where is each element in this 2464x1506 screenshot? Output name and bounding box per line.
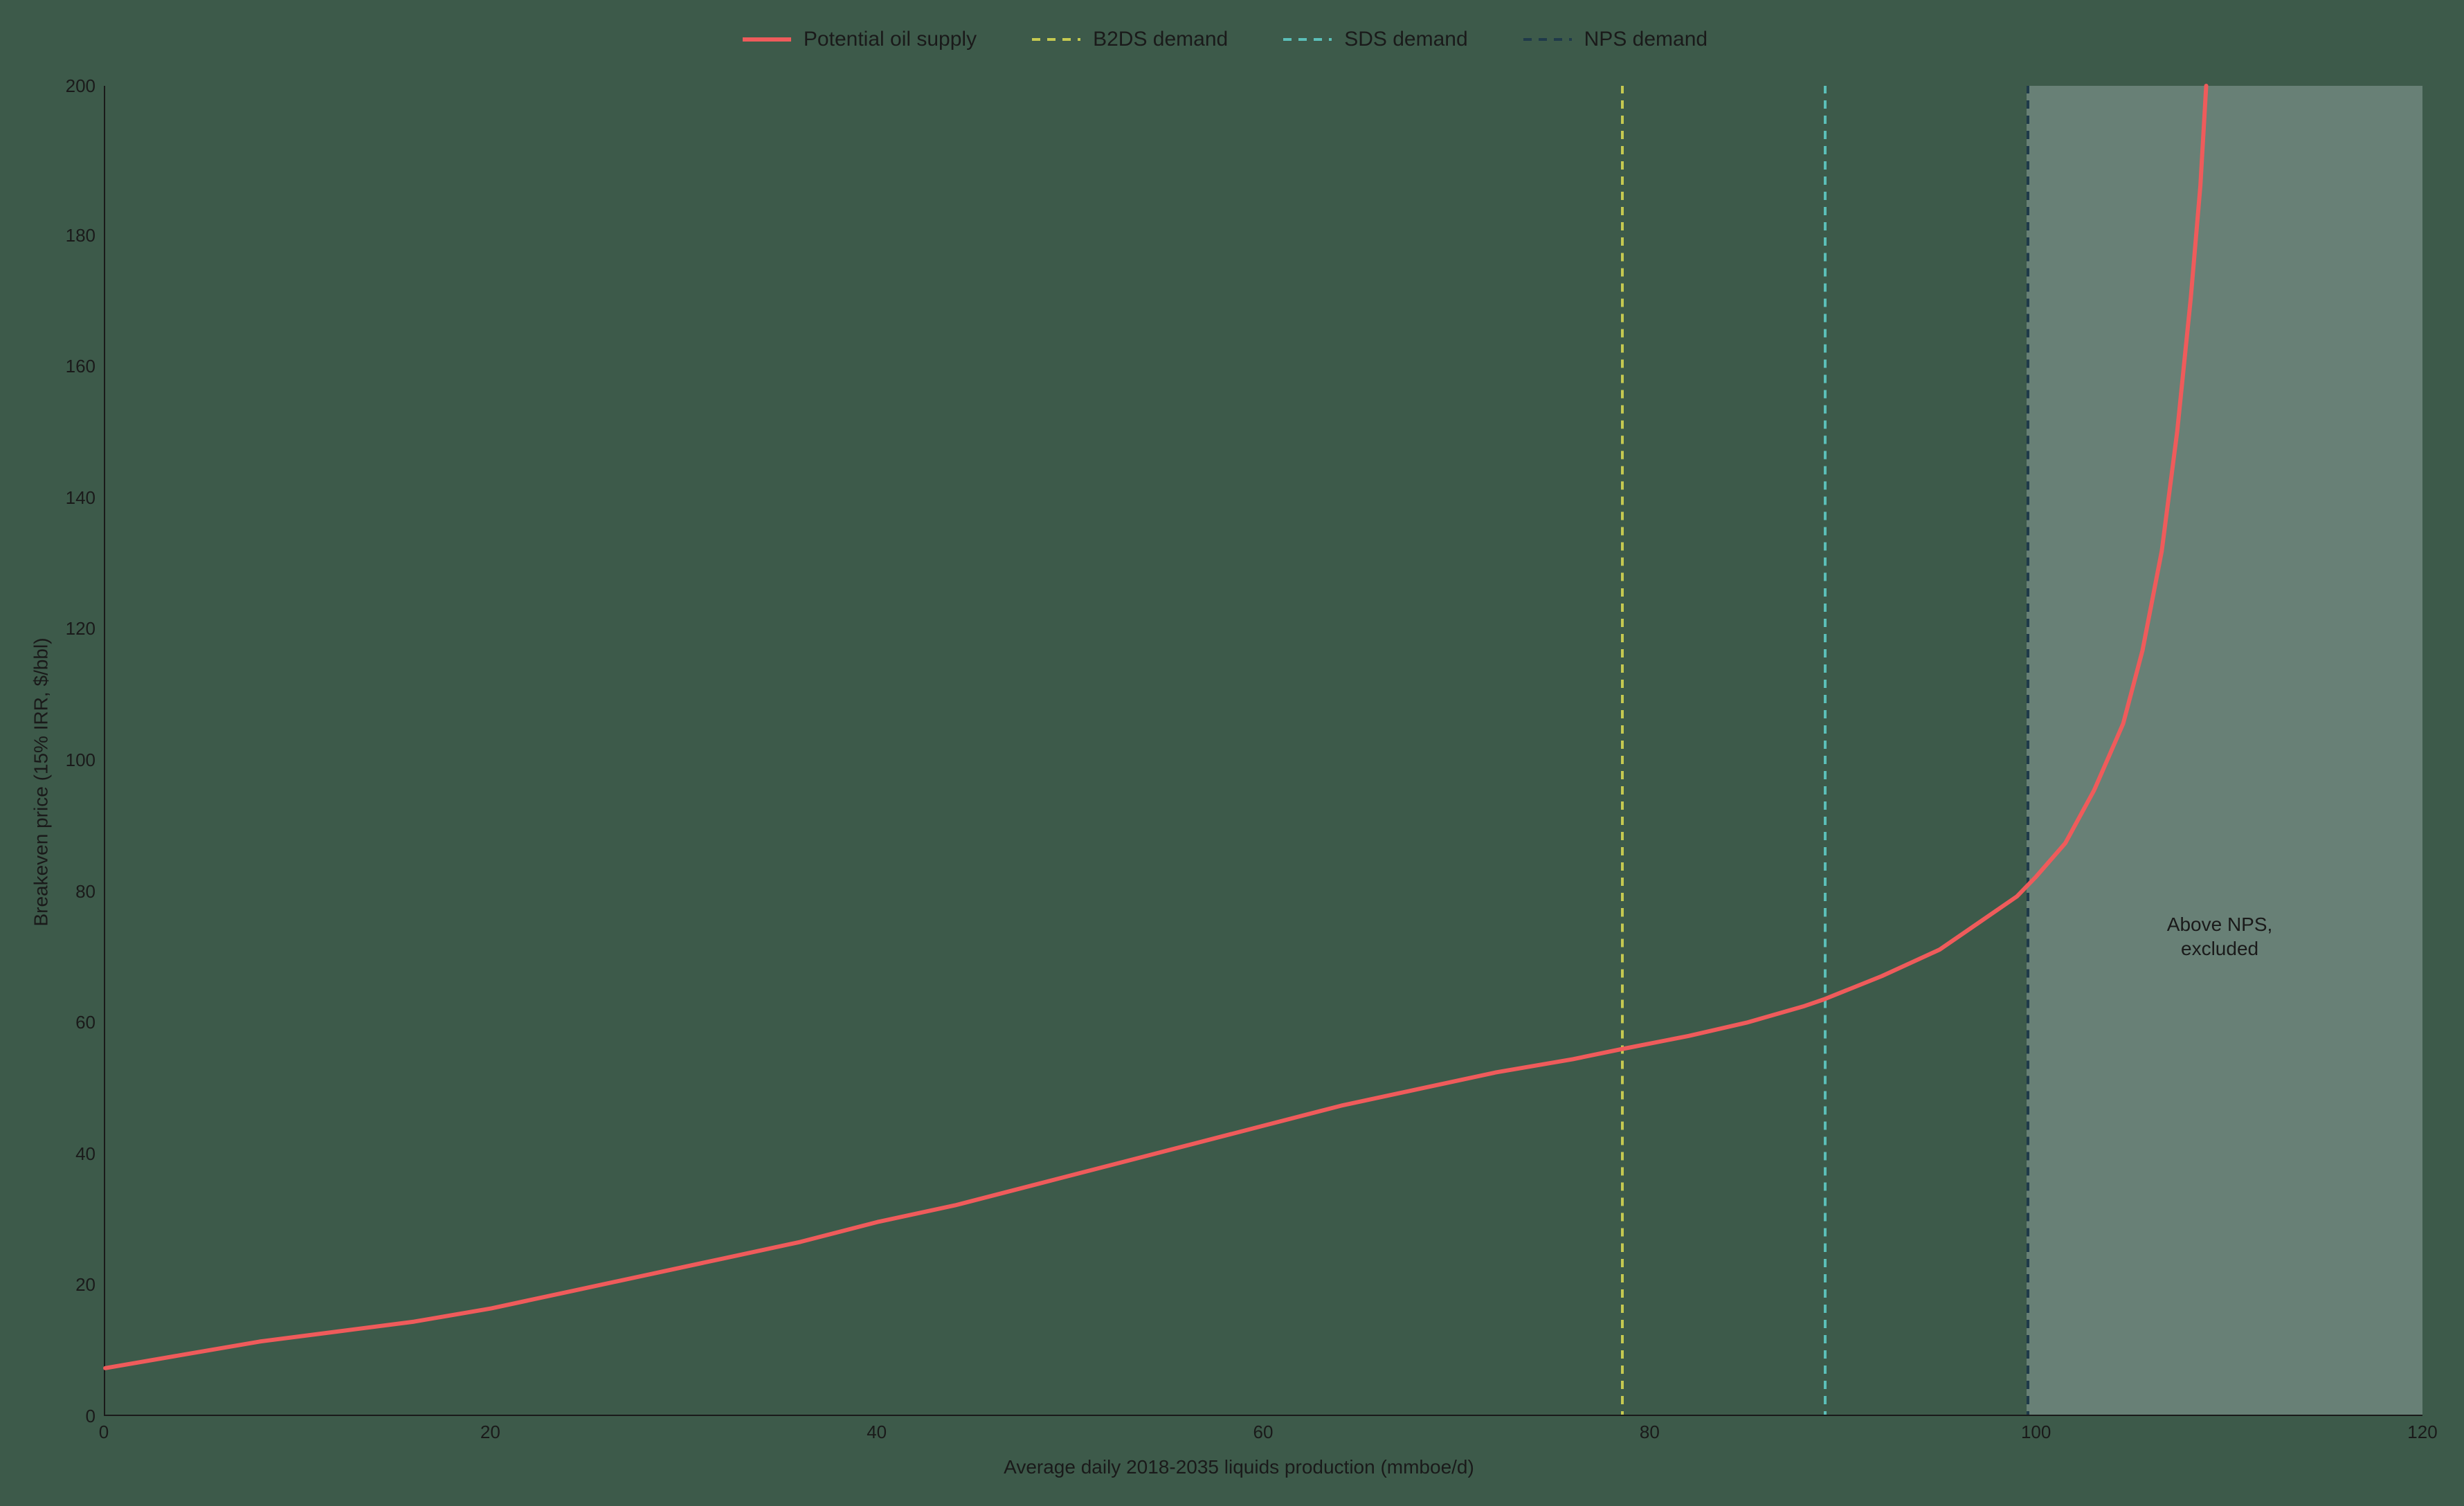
x-tick: 100 — [2021, 1422, 2051, 1443]
y-tick: 160 — [55, 357, 96, 375]
y-tick: 200 — [55, 77, 96, 95]
x-tick: 120 — [2407, 1422, 2437, 1443]
chart: Breakeven price (15% IRR, $/bbl) 0 20 40 60… — [28, 86, 2422, 1478]
x-tick: 0 — [99, 1422, 109, 1443]
y-tick: 140 — [55, 489, 96, 507]
x-tick: 40 — [867, 1422, 887, 1443]
y-axis-label: Breakeven price (15% IRR, $/bbl) — [30, 637, 53, 926]
legend-label-supply: Potential oil supply — [804, 28, 977, 51]
legend-item-b2ds: B2DS demand — [1032, 28, 1228, 51]
legend: Potential oil supply B2DS demand SDS dem… — [28, 28, 2422, 51]
y-tick: 180 — [55, 226, 96, 244]
annotation-above-nps: Above NPS, excluded — [2167, 912, 2273, 961]
annotation-line2: excluded — [2181, 938, 2258, 959]
y-tick: 40 — [55, 1145, 96, 1163]
x-tick: 60 — [1253, 1422, 1274, 1443]
y-axis-label-container: Breakeven price (15% IRR, $/bbl) — [28, 86, 55, 1478]
legend-label-b2ds: B2DS demand — [1093, 28, 1228, 51]
legend-item-sds: SDS demand — [1283, 28, 1467, 51]
legend-swatch-b2ds — [1032, 38, 1080, 41]
supply-curve-svg — [105, 86, 2422, 1415]
y-tick: 100 — [55, 751, 96, 769]
legend-swatch-supply — [743, 37, 791, 42]
x-tick: 80 — [1640, 1422, 1660, 1443]
y-tick: 60 — [55, 1013, 96, 1031]
legend-label-sds: SDS demand — [1344, 28, 1467, 51]
annotation-line1: Above NPS, — [2167, 914, 2273, 935]
x-axis-label: Average daily 2018-2035 liquids producti… — [55, 1456, 2422, 1478]
legend-item-nps: NPS demand — [1523, 28, 1707, 51]
y-tick: 80 — [55, 882, 96, 900]
legend-swatch-nps — [1523, 38, 1572, 41]
y-tick: 0 — [55, 1407, 96, 1425]
x-axis-ticks: 020406080100120 — [104, 1416, 2422, 1444]
legend-item-supply: Potential oil supply — [743, 28, 977, 51]
x-tick: 20 — [480, 1422, 500, 1443]
supply-curve-path — [105, 86, 2207, 1368]
plot-area: Above NPS, excluded — [104, 86, 2422, 1416]
legend-swatch-sds — [1283, 38, 1332, 41]
y-tick: 20 — [55, 1276, 96, 1294]
legend-label-nps: NPS demand — [1584, 28, 1707, 51]
y-tick: 120 — [55, 619, 96, 637]
y-axis-ticks: 020406080100120140160180200 — [55, 86, 104, 1416]
